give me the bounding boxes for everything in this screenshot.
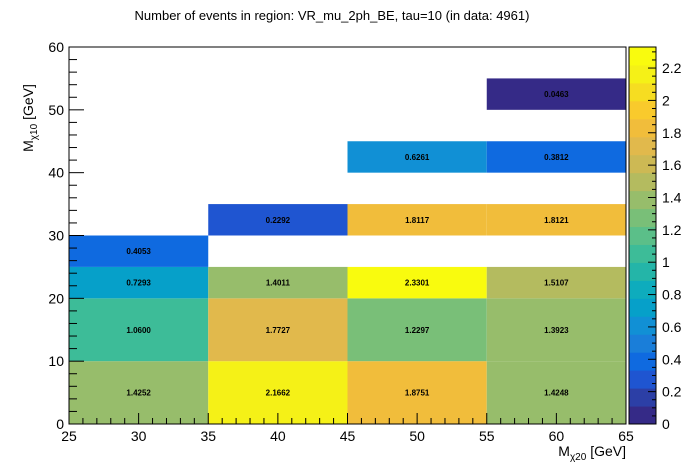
y-axis-title: Mχ10 [GeV] [20, 84, 40, 152]
cell-value-label: 0.7293 [126, 279, 151, 288]
colorbar-segment [629, 262, 656, 281]
colorbar-tick-label: 1.6 [662, 157, 682, 173]
cell-value-label: 1.4248 [544, 389, 569, 398]
y-tick-label: 10 [48, 353, 64, 369]
y-tick-label: 30 [48, 228, 64, 244]
heatmap-cell [208, 298, 348, 362]
colorbar-segment [629, 244, 656, 263]
heatmap-cell-labels: 1.4252 2.1662 1.8751 1.4248 1.0600 1.7727 1.22… [126, 90, 569, 397]
colorbar-segment [629, 118, 656, 138]
colorbar-tick-label: 0.2 [662, 384, 682, 400]
colorbar-segment [629, 154, 656, 174]
colorbar-segment [629, 280, 656, 299]
x-tick-label: 30 [131, 428, 147, 444]
colorbar-tick-label: 2 [662, 92, 670, 108]
heatmap-cell [208, 204, 348, 236]
colorbar-tick-label: 1.8 [662, 125, 682, 141]
colorbar-tick-label: 0 [662, 416, 670, 432]
colorbar-segment [629, 82, 656, 102]
colorbar-frame [628, 46, 657, 425]
x-axis-title: Mχ20 [GeV] [558, 443, 626, 463]
cell-value-label: 1.0600 [126, 326, 151, 335]
cell-value-label: 1.8751 [405, 389, 430, 398]
y-tick-label: 60 [48, 39, 64, 55]
heatmap-cell [486, 298, 626, 362]
colorbar-segment [629, 172, 656, 192]
heatmap-cell [347, 141, 487, 173]
colorbar-segment [629, 406, 656, 425]
cell-value-label: 2.1662 [266, 389, 291, 398]
colorbar-segment [629, 190, 656, 210]
colorbar-segment [629, 100, 656, 120]
colorbar-segment [629, 47, 656, 66]
colorbar-segment [629, 334, 656, 353]
heatmap-cell [347, 266, 487, 299]
x-tick-label: 45 [340, 428, 356, 444]
colorbar-tick-label: 0.6 [662, 319, 682, 335]
cell-value-label: 1.7727 [266, 326, 291, 335]
cell-value-label: 1.4252 [126, 389, 151, 398]
cell-value-label: 1.8121 [544, 216, 569, 225]
heatmap-cell [69, 298, 209, 362]
heatmap-cell [486, 204, 626, 236]
y-tick-label: 0 [56, 416, 64, 432]
colorbar-tick-label: 2.2 [662, 60, 682, 76]
cell-value-label: 0.2292 [266, 216, 291, 225]
cell-value-label: 1.2297 [405, 326, 430, 335]
y-tick-label: 20 [48, 290, 64, 306]
cell-value-label: 0.0463 [544, 90, 569, 99]
heatmap-cell [347, 298, 487, 362]
x-tick-label: 50 [409, 428, 425, 444]
cell-value-label: 1.3923 [544, 326, 569, 335]
x-tick-label: 65 [618, 428, 634, 444]
colorbar-segment [629, 136, 656, 156]
heatmap-cells [69, 78, 626, 424]
x-tick-label: 55 [479, 428, 495, 444]
colorbar-tick-label: 1 [662, 254, 670, 270]
chart-title: Number of events in region: VR_mu_2ph_BE… [135, 8, 530, 23]
cell-value-label: 1.4011 [266, 279, 291, 288]
colorbar-segment [629, 64, 656, 84]
heatmap-cell [69, 266, 209, 299]
x-tick-label: 40 [270, 428, 286, 444]
heatmap-cell [486, 266, 626, 299]
cell-value-label: 1.8117 [405, 216, 430, 225]
colorbar-segment [629, 316, 656, 335]
colorbar-tick-label: 1.2 [662, 222, 682, 238]
heatmap-cell [69, 235, 209, 267]
cell-value-label: 0.6261 [405, 153, 430, 162]
heatmap-cell [347, 204, 487, 236]
colorbar-segment [629, 208, 656, 228]
x-tick-label: 60 [549, 428, 565, 444]
colorbar: 0 0.2 0.4 0.6 0.8 1 1.2 1.4 1.6 1.8 2 2.2 [628, 46, 682, 432]
y-tick-label: 40 [48, 165, 64, 181]
heatmap-cell [486, 78, 626, 110]
cell-value-label: 0.3812 [544, 153, 569, 162]
x-tick-label: 35 [200, 428, 216, 444]
x-axis: 25 30 35 40 45 50 55 60 65 [61, 413, 634, 444]
cell-value-label: 2.3301 [405, 279, 430, 288]
colorbar-segment [629, 370, 656, 389]
y-tick-label: 50 [48, 102, 64, 118]
colorbar-segment [629, 298, 656, 317]
cell-value-label: 0.4053 [126, 247, 151, 256]
colorbar-segment [629, 352, 656, 371]
colorbar-segment [629, 226, 656, 245]
heatmap-cell [208, 266, 348, 299]
colorbar-tick-label: 1.4 [662, 189, 682, 205]
x-tick-label: 25 [61, 428, 77, 444]
cell-value-label: 1.5107 [544, 279, 569, 288]
colorbar-tick-label: 0.4 [662, 351, 682, 367]
colorbar-tick-label: 0.8 [662, 287, 682, 303]
heatmap-cell [486, 141, 626, 173]
colorbar-segment [629, 388, 656, 407]
y-axis: 0 10 20 30 40 50 60 [48, 39, 84, 432]
